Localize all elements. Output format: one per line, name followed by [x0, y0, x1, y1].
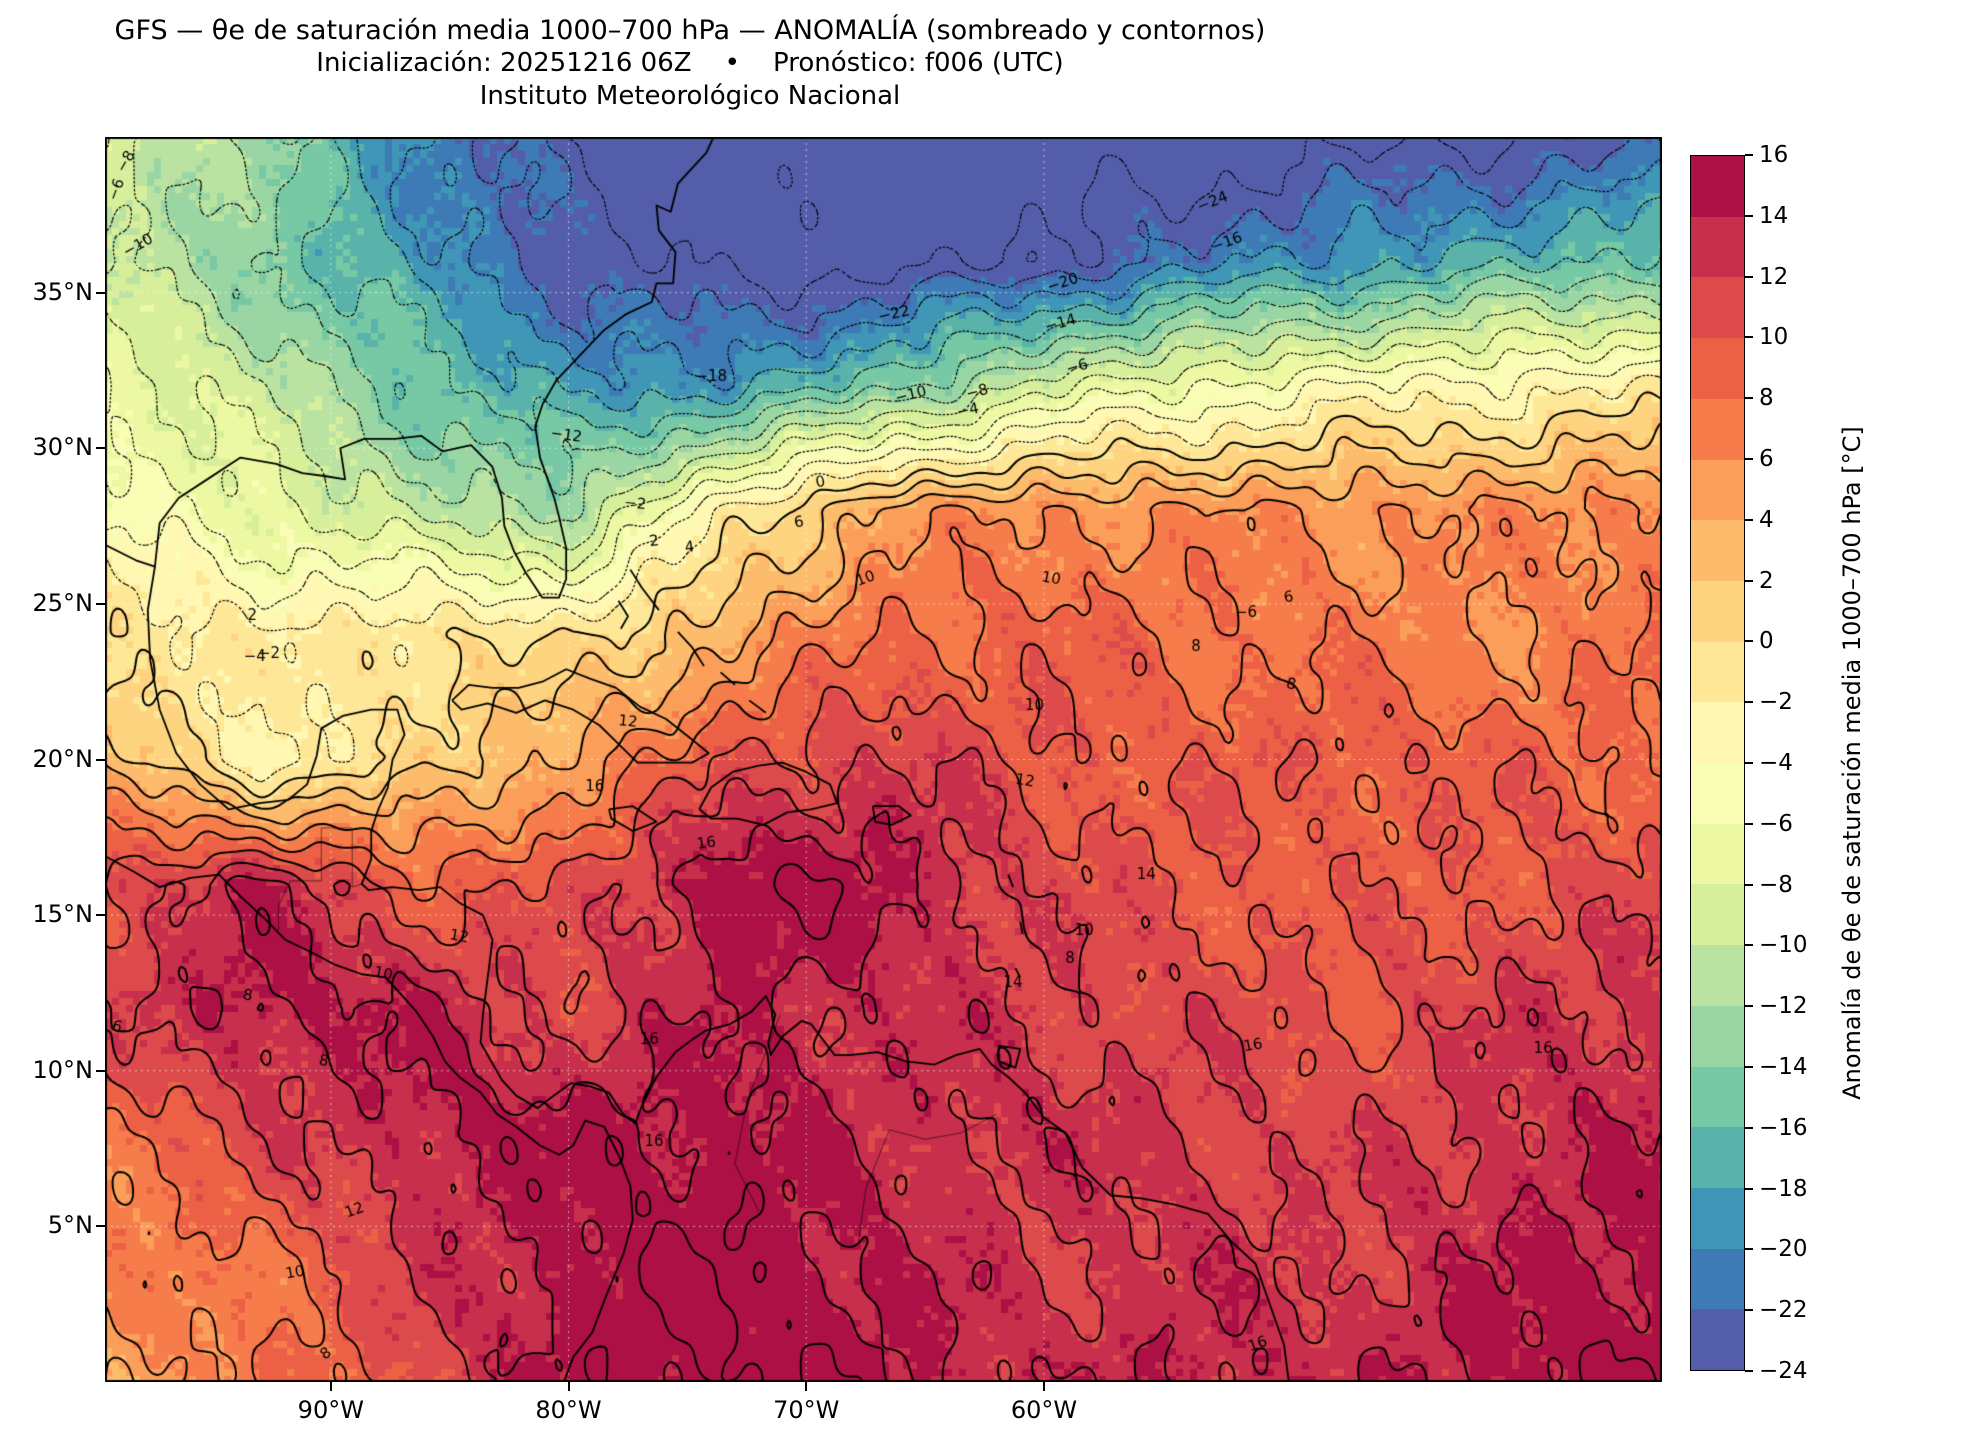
x-tick-mark [1042, 1382, 1045, 1391]
title-block: GFS — θe de saturación media 1000–700 hP… [0, 14, 1380, 113]
x-tick-mark [329, 1382, 332, 1391]
colorbar-tick-mark [1745, 518, 1753, 521]
colorbar-tick-label: −14 [1759, 1054, 1808, 1080]
colorbar-segment [1691, 1309, 1744, 1371]
colorbar-tick-label: 6 [1759, 446, 1774, 472]
colorbar-segment [1691, 1127, 1744, 1188]
x-tick-label: 70°W [773, 1396, 840, 1424]
y-tick-label: 15°N [32, 900, 94, 929]
y-tick-mark [96, 1225, 105, 1228]
y-tick-label: 5°N [47, 1211, 93, 1240]
colorbar-segment [1691, 459, 1744, 521]
colorbar-tick-mark [1745, 154, 1753, 156]
colorbar-segment [1691, 1248, 1744, 1310]
y-tick-mark [96, 914, 105, 917]
colorbar-tick-label: 2 [1759, 567, 1774, 594]
y-tick-label: 25°N [32, 588, 94, 617]
colorbar-segment [1691, 823, 1744, 885]
chart-institution: Instituto Meteorológico Nacional [479, 81, 901, 111]
colorbar-tick-label: −24 [1759, 1358, 1808, 1384]
colorbar-tick-mark [1745, 822, 1753, 825]
colorbar-segment [1691, 702, 1744, 764]
x-tick-label: 80°W [535, 1396, 602, 1424]
y-tick-label: 20°N [32, 744, 94, 773]
y-tick-label: 10°N [32, 1055, 94, 1084]
chart-subtitle: Inicialización: 20251216 06Z • Pronóstic… [316, 48, 1064, 78]
x-tick-mark [567, 1382, 570, 1391]
y-tick-mark [96, 447, 105, 450]
colorbar-tick-mark [1745, 275, 1753, 278]
colorbar-tick-label: 4 [1759, 506, 1774, 533]
colorbar-tick-mark [1745, 458, 1753, 460]
y-tick-mark [96, 602, 105, 605]
colorbar-tick-label: −10 [1759, 932, 1808, 959]
y-tick-label: 30°N [32, 433, 94, 462]
colorbar-segment [1691, 277, 1744, 339]
colorbar-tick-mark [1745, 397, 1753, 400]
y-tick-label: 35°N [32, 277, 94, 306]
colorbar-tick-mark [1745, 579, 1753, 582]
colorbar-tick-mark [1745, 883, 1753, 886]
colorbar-tick-mark [1745, 1005, 1753, 1008]
colorbar-tick-mark [1745, 762, 1753, 764]
colorbar-segment [1691, 884, 1744, 946]
map-canvas [105, 137, 1662, 1382]
colorbar-segment [1691, 580, 1744, 642]
colorbar-tick-label: 16 [1759, 142, 1789, 168]
chart-title: GFS — θe de saturación media 1000–700 hP… [114, 15, 1266, 46]
colorbar-tick-mark [1745, 214, 1753, 217]
colorbar-segment [1691, 520, 1744, 581]
colorbar-tick-label: 0 [1759, 628, 1774, 655]
colorbar-segment [1691, 216, 1744, 278]
x-tick-label: 60°W [1010, 1396, 1078, 1424]
colorbar-segment [1691, 1066, 1744, 1128]
colorbar-tick-label: −4 [1759, 750, 1793, 776]
colorbar-tick-mark [1745, 640, 1753, 643]
colorbar-tick-label: −20 [1759, 1236, 1808, 1263]
colorbar-tick-mark [1745, 1126, 1753, 1129]
colorbar [1690, 155, 1745, 1371]
colorbar-tick-label: 12 [1759, 263, 1789, 290]
colorbar-tick-mark [1745, 701, 1753, 704]
colorbar-tick-mark [1745, 1248, 1753, 1251]
colorbar-segment [1691, 1187, 1744, 1249]
colorbar-tick-label: −16 [1759, 1114, 1808, 1141]
colorbar-label: Anomalía de θe de saturación media 1000–… [1838, 426, 1866, 1100]
y-tick-mark [96, 291, 105, 294]
y-tick-mark [96, 758, 105, 761]
colorbar-tick-mark [1745, 944, 1753, 947]
colorbar-segment [1691, 338, 1744, 399]
colorbar-tick-label: −12 [1759, 993, 1808, 1020]
colorbar-tick-mark [1745, 1370, 1753, 1372]
colorbar-tick-mark [1745, 1309, 1753, 1312]
colorbar-segment [1691, 156, 1744, 217]
colorbar-tick-label: −2 [1759, 689, 1793, 716]
colorbar-tick-label: 8 [1759, 385, 1774, 412]
colorbar-segment [1691, 763, 1744, 824]
x-tick-label: 90°W [297, 1396, 364, 1424]
colorbar-tick-mark [1745, 336, 1753, 339]
colorbar-segment [1691, 641, 1744, 703]
colorbar-segment [1691, 398, 1744, 460]
colorbar-tick-mark [1745, 1066, 1753, 1068]
colorbar-tick-label: 14 [1759, 202, 1789, 229]
colorbar-tick-label: −8 [1759, 871, 1793, 898]
colorbar-tick-label: −18 [1759, 1175, 1808, 1202]
colorbar-tick-label: −6 [1759, 810, 1793, 837]
colorbar-tick-mark [1745, 1187, 1753, 1190]
colorbar-tick-label: 10 [1759, 324, 1789, 351]
y-tick-mark [96, 1069, 105, 1072]
colorbar-segment [1691, 1005, 1744, 1067]
colorbar-segment [1691, 945, 1744, 1006]
colorbar-tick-label: −22 [1759, 1297, 1808, 1324]
x-tick-mark [805, 1382, 808, 1391]
